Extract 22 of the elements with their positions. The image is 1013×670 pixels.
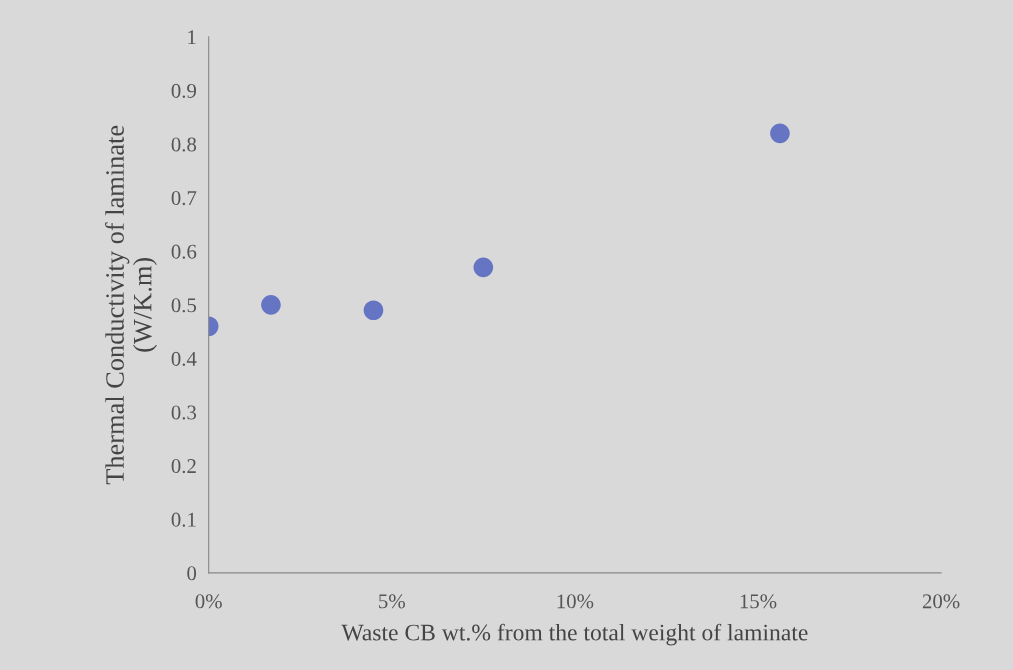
point bbox=[261, 295, 281, 315]
y-axis-title: Thermal Conductivity of laminate (W/K.m) bbox=[105, 125, 157, 485]
y-tick-label: 0.7 bbox=[171, 191, 197, 206]
y-tick-label: 0.3 bbox=[171, 405, 197, 420]
x-tick-label: 20% bbox=[922, 594, 960, 609]
y-tick-label: 0.4 bbox=[171, 351, 197, 366]
x-tick-label: 5% bbox=[379, 594, 405, 609]
point bbox=[770, 123, 790, 144]
point bbox=[363, 300, 384, 321]
x-tick-label: 10% bbox=[557, 594, 594, 609]
y-tick-label: 0 bbox=[187, 566, 197, 581]
y-tick-label: 0.1 bbox=[171, 512, 196, 527]
y-tick-label: 1 bbox=[188, 30, 196, 45]
x-tick-label: 0% bbox=[195, 594, 222, 609]
y-tick-label: 0.5 bbox=[171, 298, 197, 313]
x-tick-label: 15% bbox=[740, 594, 777, 609]
x-axis-title: Waste CB wt.% from the total weight of laminate bbox=[341, 623, 808, 646]
y-tick-label: 0.6 bbox=[171, 244, 197, 259]
y-tick-label: 0.9 bbox=[171, 83, 197, 98]
y-tick-label: 0.8 bbox=[171, 137, 197, 152]
y-tick-label: 0.2 bbox=[171, 459, 196, 474]
point bbox=[473, 257, 494, 278]
